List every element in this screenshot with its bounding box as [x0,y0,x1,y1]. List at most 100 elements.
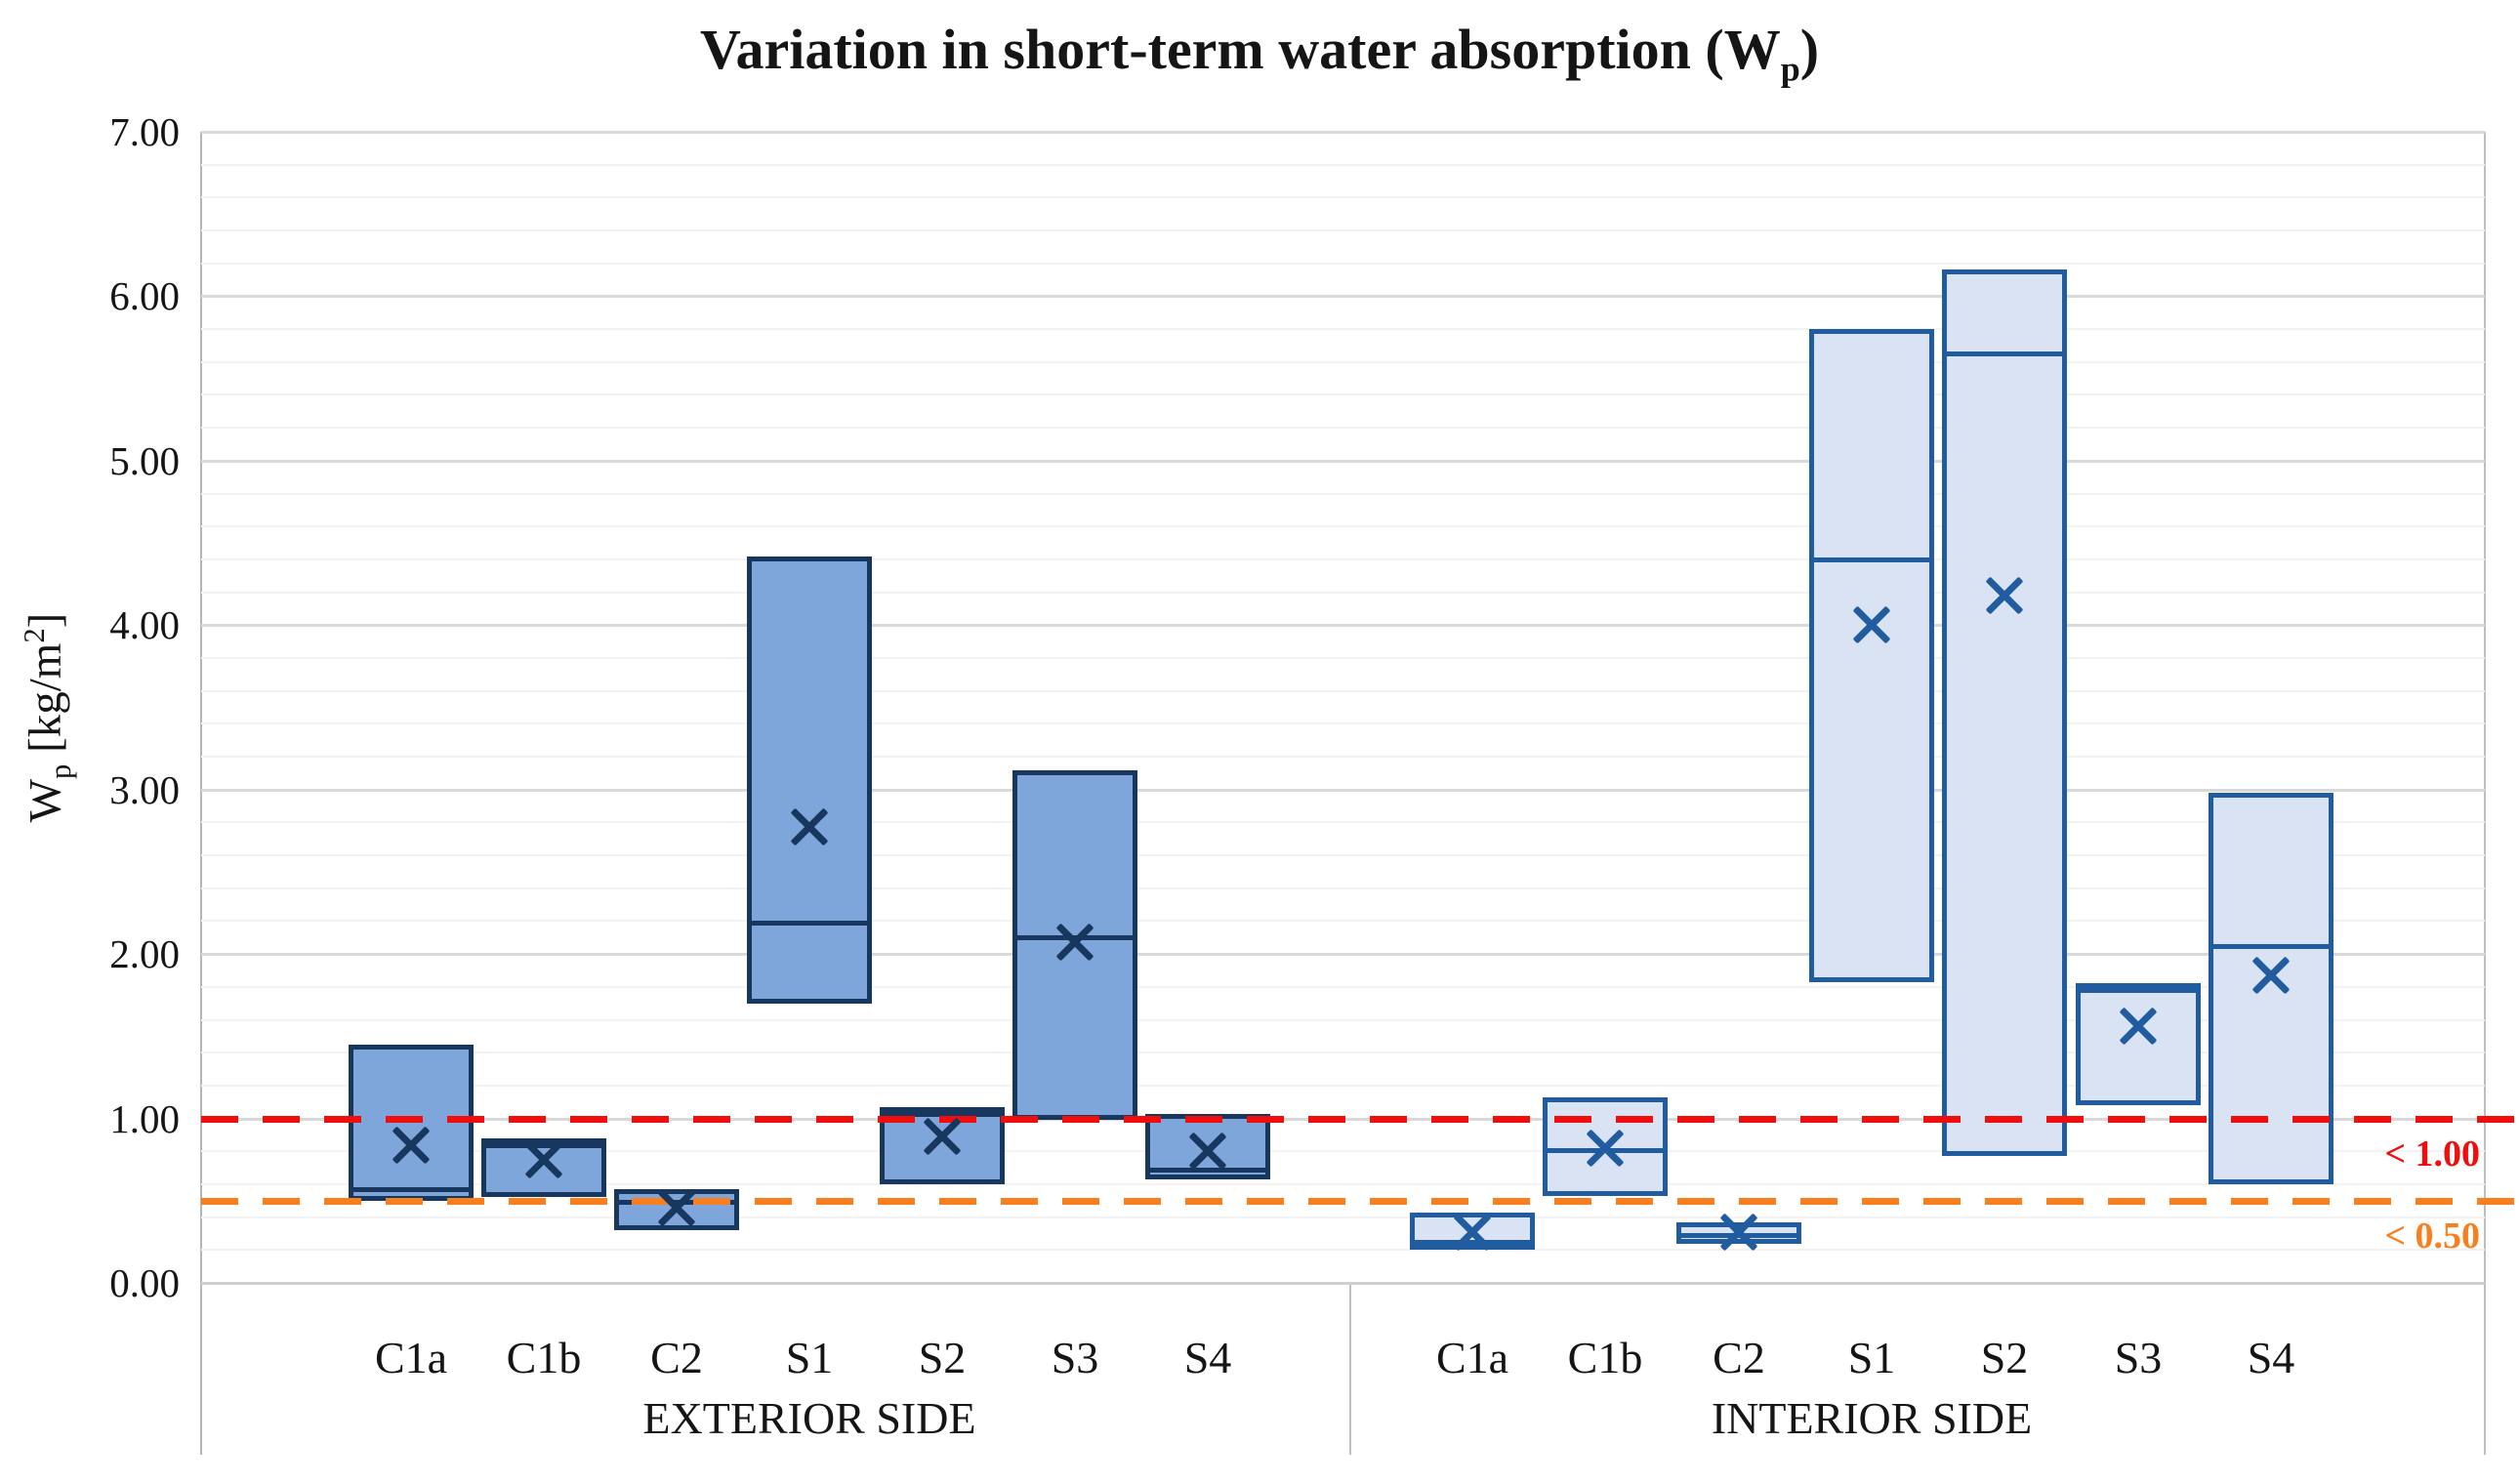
mean-marker [653,1184,700,1231]
y-tick-label: 4.00 [109,602,180,648]
box-exterior-S3 [1012,769,1137,1121]
mean-marker [919,1113,966,1160]
mean-marker [2248,952,2294,999]
median-line [1150,1167,1265,1173]
mean-marker [1184,1128,1231,1175]
x-category-label-interior-S4: S4 [2247,1333,2295,1382]
y-tick-label: 6.00 [109,273,180,319]
median-line [486,1142,601,1148]
median-line [353,1186,469,1192]
y-axis-title-units: [kg/m [20,642,71,764]
median-line [752,921,867,927]
box-interior-S2 [1942,269,2067,1157]
gridline-minor [201,393,2485,396]
x-axis-line [201,1282,2485,1285]
gridline-minor [201,689,2485,692]
x-category-label-exterior-S1: S1 [785,1333,834,1382]
mean-marker [1052,919,1098,966]
gridline-minor [201,328,2485,331]
gridline-minor [201,163,2485,166]
box-interior-S1 [1809,329,1934,982]
y-tick-label: 2.00 [109,931,180,977]
mean-marker [388,1122,434,1169]
reference-line-0.5 [201,1197,2517,1205]
gridline-minor [201,756,2485,759]
reference-line-label-0.5: < 0.50 [2384,1215,2480,1257]
x-category-label-interior-C2: C2 [1713,1333,1765,1382]
median-line [1947,351,2062,357]
x-group-label: EXTERIOR SIDE [642,1393,976,1443]
x-category-label-interior-S3: S3 [2114,1333,2163,1382]
mean-marker [1449,1209,1496,1256]
y-axis-line [200,132,202,1455]
x-group-label: INTERIOR SIDE [1711,1393,2033,1443]
gridline-minor [201,722,2485,725]
chart-title-text: Variation in short-term water absorption… [699,18,1781,81]
gridline-minor [201,1216,2485,1218]
x-category-label-exterior-S3: S3 [1051,1333,1099,1382]
gridline-minor [201,525,2485,528]
median-line [2213,943,2329,949]
reference-line-1 [201,1115,2517,1123]
plot-top-border [201,131,2485,134]
median-line [885,1111,1000,1117]
x-category-label-exterior-S2: S2 [918,1333,967,1382]
y-tick-label: 3.00 [109,766,180,812]
chart-title: Variation in short-term water absorption… [0,8,2519,92]
gridline-minor [201,656,2485,659]
mean-marker [1715,1209,1762,1256]
gridline-major [201,459,2485,463]
x-category-label-exterior-S4: S4 [1183,1333,1232,1382]
box-interior-C1a [1410,1212,1535,1251]
gridline-minor [201,1249,2485,1252]
gridline-minor [201,427,2485,430]
gridline-major [201,788,2485,792]
mean-marker [1848,601,1895,648]
x-category-label-exterior-C1a: C1a [374,1333,448,1382]
x-category-label-exterior-C2: C2 [650,1333,703,1382]
median-line [2081,988,2196,994]
y-tick-label: 7.00 [109,109,180,154]
group-divider-line [1349,1283,1351,1455]
x-category-label-interior-S2: S2 [1980,1333,2029,1382]
gridline-minor [201,591,2485,594]
x-category-label-interior-C1a: C1a [1435,1333,1509,1382]
gridline-minor [201,557,2485,560]
y-tick-label: 0.00 [109,1260,180,1305]
gridline-minor [201,196,2485,199]
gridline-minor [201,229,2485,232]
gridline-minor [201,1084,2485,1087]
chart-title-suffix: ) [1799,18,1820,81]
gridline-minor [201,1051,2485,1054]
x-category-label-interior-C1b: C1b [1567,1333,1643,1382]
gridline-minor [201,821,2485,824]
mean-marker [520,1136,567,1183]
median-line [1415,1239,1530,1245]
y-axis-title: Wp [kg/m2] [18,522,77,913]
gridline-minor [201,985,2485,988]
y-tick-label: 5.00 [109,437,180,483]
box-interior-S3 [2076,983,2201,1106]
chart-title-subscript: p [1780,49,1800,89]
gridline-minor [201,886,2485,889]
gridline-minor [201,854,2485,857]
y-tick-label: 1.00 [109,1095,180,1141]
gridline-minor [201,1182,2485,1185]
mean-marker [1582,1125,1629,1172]
gridline-minor [201,492,2485,495]
gridline-minor [201,1018,2485,1021]
x-category-label-exterior-C1b: C1b [506,1333,582,1382]
gridline-minor [201,920,2485,923]
mean-marker [2115,1003,2162,1050]
gridline-minor [201,262,2485,265]
plot-right-border [2484,132,2486,1455]
box-exterior-S1 [747,556,872,1004]
reference-line-label-1: < 1.00 [2384,1133,2480,1175]
x-category-label-interior-S1: S1 [1847,1333,1896,1382]
gridline-major [201,953,2485,957]
box-exterior-C1b [481,1137,606,1198]
mean-marker [786,804,833,850]
gridline-minor [201,360,2485,363]
median-line [1814,556,1929,562]
